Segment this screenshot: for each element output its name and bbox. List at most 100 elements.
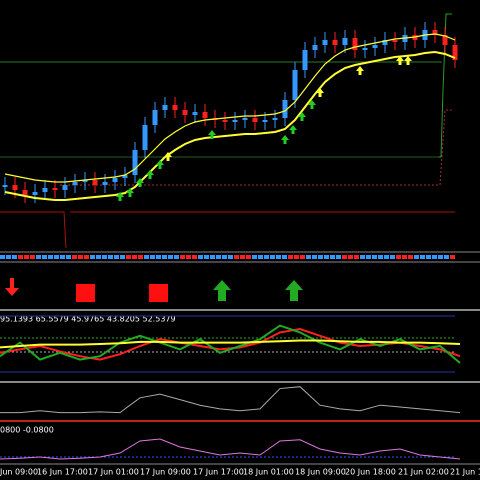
time-label: 21 Jun 1 — [450, 468, 480, 477]
strip-cell — [186, 255, 191, 259]
candle — [262, 120, 268, 122]
strip-cell — [42, 255, 47, 259]
candle — [192, 112, 198, 115]
strip-cell — [108, 255, 113, 259]
candle — [22, 190, 28, 195]
strip-cell — [162, 255, 167, 259]
strip-cell — [6, 255, 11, 259]
strip-cell — [444, 255, 449, 259]
strip-cell — [432, 255, 437, 259]
strip-cell — [138, 255, 143, 259]
strip-cell — [414, 255, 419, 259]
strip-cell — [438, 255, 443, 259]
signal-arrow — [136, 178, 144, 187]
oscillator-line — [0, 324, 461, 364]
candle — [112, 178, 118, 182]
candle — [52, 188, 58, 190]
signal-arrow — [156, 160, 164, 169]
moving-average-upper — [4, 33, 456, 183]
candle — [342, 38, 348, 45]
time-label: 17 Jun 01:00 — [88, 468, 139, 477]
signal-arrow — [146, 170, 154, 179]
strip-cell — [282, 255, 287, 259]
strip-cell — [36, 255, 41, 259]
candle — [142, 125, 148, 150]
level-line — [438, 13, 452, 158]
signal-arrow — [126, 188, 134, 197]
candle — [102, 182, 108, 185]
strip-cell — [78, 255, 83, 259]
strip-cell — [150, 255, 155, 259]
strip-cell — [60, 255, 65, 259]
candle — [232, 120, 238, 122]
strip-cell — [378, 255, 383, 259]
signal-arrow — [164, 152, 172, 161]
candle — [2, 185, 8, 187]
strip-cell — [156, 255, 161, 259]
strip-cell — [234, 255, 239, 259]
strip-cell — [216, 255, 221, 259]
strip-cell — [324, 255, 329, 259]
candle — [82, 180, 88, 182]
strip-cell — [408, 255, 413, 259]
signal-arrow — [396, 56, 404, 65]
signal-icon — [149, 284, 168, 302]
candle — [202, 112, 208, 118]
time-label: Jun 09:00 — [0, 468, 38, 477]
strip-cell — [246, 255, 251, 259]
strip-cell — [372, 255, 377, 259]
candle — [182, 110, 188, 115]
strip-cell — [450, 255, 455, 259]
candle — [332, 40, 338, 45]
strip-cell — [270, 255, 275, 259]
candle — [162, 105, 168, 110]
signal-arrow — [281, 135, 289, 144]
strip-cell — [318, 255, 323, 259]
strip-cell — [132, 255, 137, 259]
strip-cell — [24, 255, 29, 259]
strip-cell — [426, 255, 431, 259]
strip-cell — [264, 255, 269, 259]
strip-cell — [168, 255, 173, 259]
strip-cell — [276, 255, 281, 259]
volatility-line — [0, 386, 461, 414]
candle — [302, 50, 308, 70]
strip-cell — [18, 255, 23, 259]
strip-cell — [84, 255, 89, 259]
oscillator-label: 95.1393 65.5579 45.9765 43.8205 52.5379 — [0, 315, 176, 324]
strip-cell — [96, 255, 101, 259]
strip-cell — [90, 255, 95, 259]
candle — [132, 150, 138, 175]
candle — [92, 180, 98, 185]
candle — [362, 48, 368, 50]
strip-cell — [12, 255, 17, 259]
candle — [292, 70, 298, 100]
candle — [282, 100, 288, 118]
candle — [12, 185, 18, 190]
strip-cell — [120, 255, 125, 259]
candle — [452, 45, 458, 60]
candle — [152, 110, 158, 125]
candle — [352, 38, 358, 50]
strip-cell — [114, 255, 119, 259]
signal-arrow — [116, 192, 124, 201]
strip-cell — [198, 255, 203, 259]
signal-arrow — [298, 112, 306, 121]
strip-cell — [240, 255, 245, 259]
time-label: 18 Jun 09:00 — [295, 468, 346, 477]
candle — [42, 188, 48, 192]
candle — [32, 192, 38, 195]
signal-arrow — [316, 88, 324, 97]
signal-arrow — [308, 100, 316, 109]
level-line — [0, 211, 67, 249]
signal-icon — [76, 284, 95, 302]
candle — [62, 185, 68, 190]
strip-cell — [192, 255, 197, 259]
strip-cell — [396, 255, 401, 259]
candle — [172, 105, 178, 110]
candle — [382, 40, 388, 45]
strip-cell — [0, 255, 5, 259]
strip-cell — [342, 255, 347, 259]
candle — [72, 182, 78, 185]
